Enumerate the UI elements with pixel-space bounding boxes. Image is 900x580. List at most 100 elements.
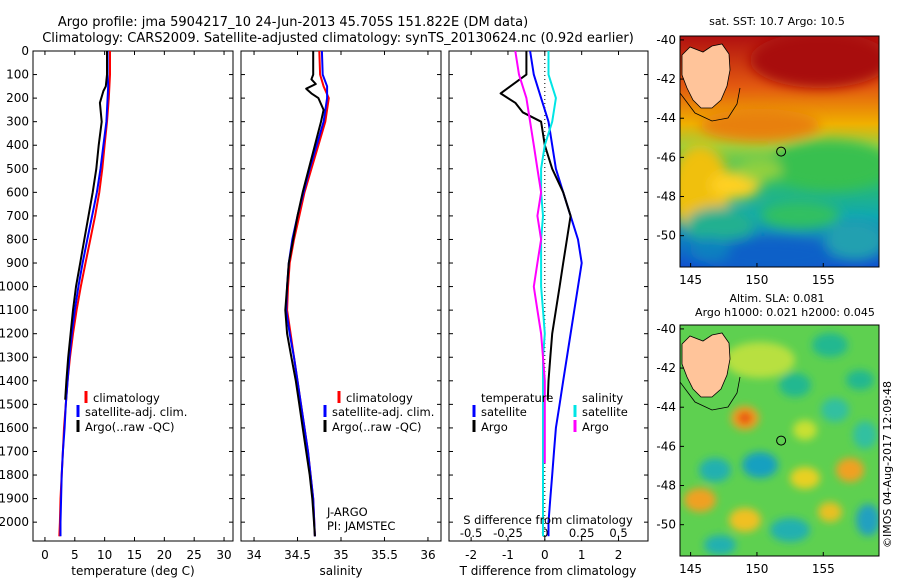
x-tick-label: 0 <box>541 548 549 562</box>
sst-map-axes: 145 150 155 -40 -42 -44 -46 -48 -50 <box>656 33 834 287</box>
series-line-t-argo <box>499 51 572 400</box>
sla-map-panel: Altim. SLA: 0.081 Argo h1000: 0.021 h200… <box>656 292 880 576</box>
depth-tick-label: 100 <box>6 68 29 82</box>
float-position-marker <box>776 146 787 157</box>
series-line-satellite <box>59 51 110 537</box>
map-y-tick-label: -42 <box>656 72 676 86</box>
depth-tick-label: 2000 <box>0 515 29 529</box>
series-line-s-argo <box>514 50 546 464</box>
sla-map-title: Altim. SLA: 0.081 <box>729 292 824 305</box>
float-position-marker <box>776 435 787 446</box>
depth-tick-label: 600 <box>6 185 29 199</box>
sst-field <box>680 36 879 267</box>
map-x-tick-label: 155 <box>812 273 835 287</box>
map-x-tick-label: 145 <box>679 562 702 576</box>
series-line-s-satellite <box>540 51 557 537</box>
depth-tick-label: 1800 <box>0 468 29 482</box>
pi-label: PI: JAMSTEC <box>327 519 395 533</box>
depth-tick-label: 200 <box>6 91 29 105</box>
x-tick-label: 30 <box>216 548 231 562</box>
map-y-tick-label: -46 <box>656 150 676 164</box>
depth-tick-label: 1400 <box>0 374 29 388</box>
legend-argo: Argo(..raw -QC) <box>332 420 422 434</box>
map-y-tick-label: -40 <box>656 322 676 336</box>
map-y-tick-label: -40 <box>656 33 676 47</box>
map-y-tick-label: -44 <box>656 400 676 414</box>
salinity-plot-frame <box>240 50 442 542</box>
x-tick-label: -2 <box>465 548 477 562</box>
salinity-xlabel: salinity <box>319 564 362 578</box>
tasmania-landmass <box>681 332 731 398</box>
legend-t-satellite: satellite <box>481 405 527 419</box>
imos-timestamp: ©IMOS 04-Aug-2017 12:09:48 <box>881 381 894 548</box>
depth-tick-label: 1300 <box>0 350 29 364</box>
x-tick-label: 20 <box>157 548 172 562</box>
figure-title-line1: Argo profile: jma 5904217_10 24-Jun-2013… <box>58 15 528 30</box>
project-label: J-ARGO <box>326 505 368 519</box>
depth-tick-label: 500 <box>6 162 29 176</box>
series-line-argo <box>284 51 325 537</box>
map-x-tick-label: 155 <box>812 562 835 576</box>
temperature-series <box>58 51 111 537</box>
legend-satellite: satellite-adj. clim. <box>85 405 187 419</box>
depth-tick-label: 1200 <box>0 327 29 341</box>
top-tick-label: 0 <box>541 526 548 540</box>
series-line-argo <box>64 51 108 400</box>
map-y-tick-label: -46 <box>656 439 676 453</box>
salinity-depth-ticks <box>241 50 441 523</box>
x-tick-label: 34 <box>246 548 261 562</box>
sst-map-frame <box>679 35 880 268</box>
x-tick-label: 36 <box>420 548 435 562</box>
salinity-panel: 34 34.5 35 35.5 36 salinity climatology sate… <box>240 50 442 578</box>
map-y-tick-label: -48 <box>656 479 676 493</box>
x-tick-label: -1 <box>502 548 514 562</box>
top-tick-label: -0.5 <box>460 526 482 540</box>
shelf-contour <box>680 376 741 411</box>
depth-tick-label: 700 <box>6 209 29 223</box>
figure-title-line2: Climatology: CARS2009. Satellite-adjuste… <box>42 31 634 46</box>
depth-tick-label: 1500 <box>0 397 29 411</box>
map-y-tick-label: -48 <box>656 190 676 204</box>
difference-x-axis: -2 -1 0 1 2 <box>465 51 622 562</box>
difference-depth-ticks <box>449 50 648 523</box>
depth-tick-label: 0 <box>21 44 29 58</box>
depth-tick-label: 300 <box>6 115 29 129</box>
x-tick-label: 10 <box>97 548 112 562</box>
legend-climatology: climatology <box>93 391 160 405</box>
s-difference-label: S difference from climatology <box>463 513 633 527</box>
top-tick-label: 0.5 <box>609 526 627 540</box>
tasmania-landmass <box>681 43 731 109</box>
top-tick-label: -0.25 <box>493 526 523 540</box>
sst-map-panel: sat. SST: 10.7 Argo: 10.5 145 150 155 -40 -4… <box>656 15 880 287</box>
salinity-legend: climatology satellite-adj. clim. Argo(..… <box>323 391 434 434</box>
legend-climatology: climatology <box>346 391 413 405</box>
salinity-x-axis: 34 34.5 35 35.5 36 <box>246 51 436 562</box>
difference-legend: temperature satellite Argo salinity sate… <box>472 391 628 434</box>
top-tick-label: 0.25 <box>569 526 595 540</box>
salinity-series <box>284 50 330 537</box>
map-x-tick-label: 150 <box>745 562 768 576</box>
legend-t-argo: Argo <box>481 420 508 434</box>
sla-field <box>680 325 879 556</box>
depth-tick-label: 1100 <box>0 303 29 317</box>
legend-satellite: satellite-adj. clim. <box>332 405 434 419</box>
map-x-tick-label: 145 <box>679 273 702 287</box>
x-tick-label: 25 <box>187 548 202 562</box>
sst-map-title: sat. SST: 10.7 Argo: 10.5 <box>709 15 845 28</box>
map-y-tick-label: -50 <box>656 229 676 243</box>
x-tick-label: 15 <box>127 548 142 562</box>
x-tick-label: 0 <box>41 548 49 562</box>
map-y-tick-label: -50 <box>656 518 676 532</box>
difference-series <box>499 50 583 537</box>
shelf-contour <box>680 87 741 122</box>
map-y-tick-label: -42 <box>656 361 676 375</box>
depth-tick-label: 1700 <box>0 444 29 458</box>
x-tick-label: 34.5 <box>284 548 311 562</box>
depth-tick-label: 1900 <box>0 492 29 506</box>
x-tick-label: 2 <box>615 548 623 562</box>
temperature-legend: climatology satellite-adj. clim. Argo(..… <box>76 391 187 434</box>
legend-s-argo: Argo <box>582 420 609 434</box>
depth-axis: 0 100 200 300 400 500 600 700 800 900 1000 1100 1200… <box>0 44 233 529</box>
temperature-panel: 0100200300400500600700800900100011001200… <box>0 44 234 578</box>
